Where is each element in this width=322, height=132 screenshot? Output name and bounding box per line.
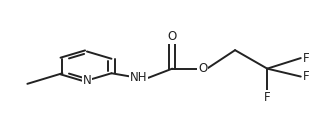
Text: F: F — [303, 70, 309, 83]
Text: N: N — [82, 74, 91, 87]
Text: F: F — [303, 52, 309, 65]
Text: F: F — [264, 91, 270, 104]
Text: O: O — [168, 30, 177, 43]
Text: O: O — [198, 62, 207, 75]
Text: NH: NH — [130, 71, 147, 84]
